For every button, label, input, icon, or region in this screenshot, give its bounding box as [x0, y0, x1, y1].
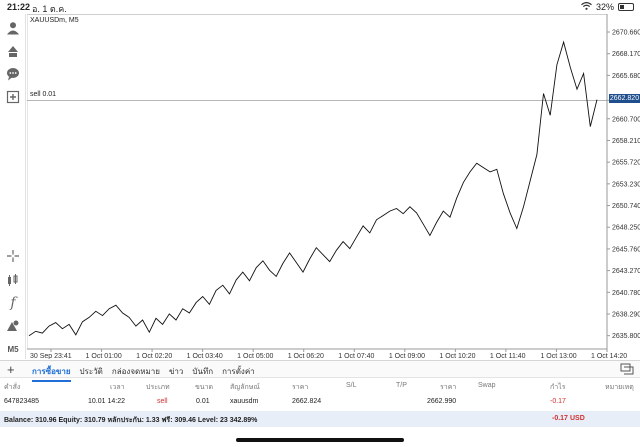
header-current-price: ราคา	[440, 384, 457, 391]
time-tick-label: 1 Oct 01:00	[86, 353, 122, 359]
chart-area[interactable]: 2670.660 2668.170 2665.680 2660.700 2658.210…	[27, 14, 640, 359]
current-price-tag: 2662.820	[609, 94, 640, 103]
status-date: อ. 1 ต.ค.	[32, 4, 67, 14]
tab-history[interactable]: ประวัติ	[79, 367, 103, 376]
menu-icon[interactable]	[620, 363, 634, 378]
status-right: 32%	[581, 2, 634, 12]
add-icon[interactable]: +	[7, 362, 15, 377]
objects-icon[interactable]	[3, 316, 23, 336]
header-tp: T/P	[396, 382, 407, 389]
balance-bar: Balance: 310.96 Equity: 310.79 หลักประกั…	[0, 411, 640, 427]
price-tick-label: 2638.290	[612, 311, 640, 318]
left-toolbar: f M5	[0, 14, 26, 359]
tabs: การซื้อขาย ประวัติ กล่องจดหมาย ข่าว บันท…	[32, 365, 255, 382]
crosshair-icon[interactable]	[3, 246, 23, 266]
price-tick-label: 2645.760	[612, 246, 640, 253]
time-axis: 30 Sep 23:41 1 Oct 01:00 1 Oct 02:20 1 Oct …	[30, 349, 627, 359]
row-symbol: xauusdm	[230, 398, 259, 405]
time-tick-label: 1 Oct 10:20	[439, 353, 475, 359]
tab-journal[interactable]: บันทึก	[192, 367, 214, 376]
header-profit: กำไร	[550, 384, 566, 391]
time-tick-label: 1 Oct 13:00	[540, 353, 576, 359]
time-tick-label: 1 Oct 09:00	[389, 353, 425, 359]
header-comment: หมายเหตุ	[605, 384, 634, 391]
balance-text: Balance: 310.96 Equity: 310.79 หลักประกั…	[4, 417, 258, 424]
account-currency: USD	[570, 415, 585, 422]
row-price: 2662.824	[292, 398, 322, 405]
indicators-icon[interactable]	[3, 270, 23, 290]
time-tick-label: 1 Oct 14:20	[591, 353, 627, 359]
price-tick-label: 2670.660	[612, 30, 640, 37]
row-size: 0.01	[196, 398, 210, 405]
price-tick-label: 2668.170	[612, 51, 640, 58]
price-axis: 2670.660 2668.170 2665.680 2660.700 2658.210…	[607, 30, 640, 340]
status-time: 21:22	[7, 2, 31, 12]
function-icon[interactable]: f	[10, 295, 16, 311]
chat-icon[interactable]	[3, 64, 23, 84]
header-price: ราคา	[292, 384, 309, 391]
bottom-tab-bar: + การซื้อขาย ประวัติ กล่องจดหมาย ข่าว บั…	[0, 360, 640, 382]
orders-table-header: คำสั่ง เวลา ประเภท ขนาด สัญลักษณ์ ราคา S…	[0, 380, 640, 394]
row-current-price: 2662.990	[427, 398, 457, 405]
trade-icon[interactable]	[3, 41, 23, 61]
time-tick-label: 30 Sep 23:41	[30, 353, 72, 359]
tab-settings[interactable]: การตั้งค่า	[222, 367, 255, 376]
header-symbol: สัญลักษณ์	[230, 384, 260, 391]
header-swap: Swap	[478, 382, 496, 389]
table-row[interactable]: 647823485 10.01 14:22 sell 0.01 xauusdm …	[0, 396, 640, 410]
chart-background	[27, 14, 640, 359]
price-tick-label: 2665.680	[612, 73, 640, 80]
new-order-icon[interactable]	[3, 87, 23, 107]
chart-symbol-label: XAUUSDm, M5	[30, 17, 79, 24]
price-tick-label: 2643.270	[612, 268, 640, 275]
time-tick-label: 1 Oct 02:20	[136, 353, 172, 359]
header-type: ประเภท	[146, 384, 170, 391]
tab-news[interactable]: ข่าว	[168, 367, 184, 376]
time-tick-label: 1 Oct 05:00	[237, 353, 273, 359]
time-tick-label: 1 Oct 06:20	[288, 353, 324, 359]
price-tick-label: 2635.800	[612, 333, 640, 340]
price-tick-label: 2660.700	[612, 116, 640, 123]
header-sl: S/L	[346, 382, 357, 389]
price-series-line	[28, 40, 598, 337]
sell-order-label[interactable]: sell 0.01	[30, 91, 57, 98]
row-profit: -0.17	[550, 398, 566, 405]
price-tick-label: 2650.740	[612, 203, 640, 210]
battery-percent: 32%	[595, 2, 614, 12]
tab-trade[interactable]: การซื้อขาย	[32, 365, 71, 382]
tab-mailbox[interactable]: กล่องจดหมาย	[111, 367, 160, 376]
time-tick-label: 1 Oct 03:40	[187, 353, 223, 359]
status-bar: 21:22 อ. 1 ต.ค. 32%	[0, 0, 640, 14]
price-chart[interactable]: 2670.660 2668.170 2665.680 2660.700 2658.210…	[27, 14, 640, 359]
wifi-icon	[581, 2, 592, 12]
home-indicator[interactable]	[236, 438, 404, 442]
header-size: ขนาด	[195, 384, 214, 391]
user-icon[interactable]	[3, 18, 23, 38]
price-tick-label: 2648.250	[612, 225, 640, 232]
row-order: 647823485	[4, 398, 40, 405]
total-profit: -0.17	[552, 415, 568, 422]
price-tick-label: 2658.210	[612, 138, 640, 145]
header-time: เวลา	[110, 384, 125, 391]
time-tick-label: 1 Oct 11:40	[490, 353, 526, 359]
time-tick-label: 1 Oct 07:40	[338, 353, 374, 359]
price-tick-label: 2640.780	[612, 290, 640, 297]
battery-icon	[618, 3, 634, 11]
row-type: sell	[157, 398, 168, 405]
period-button[interactable]: M5	[3, 339, 23, 359]
price-tick-label: 2655.720	[612, 160, 640, 167]
period-label: M5	[7, 344, 19, 354]
price-tick-label: 2653.230	[612, 181, 640, 188]
header-order: คำสั่ง	[4, 384, 21, 391]
row-time: 10.01 14:22	[88, 398, 125, 405]
